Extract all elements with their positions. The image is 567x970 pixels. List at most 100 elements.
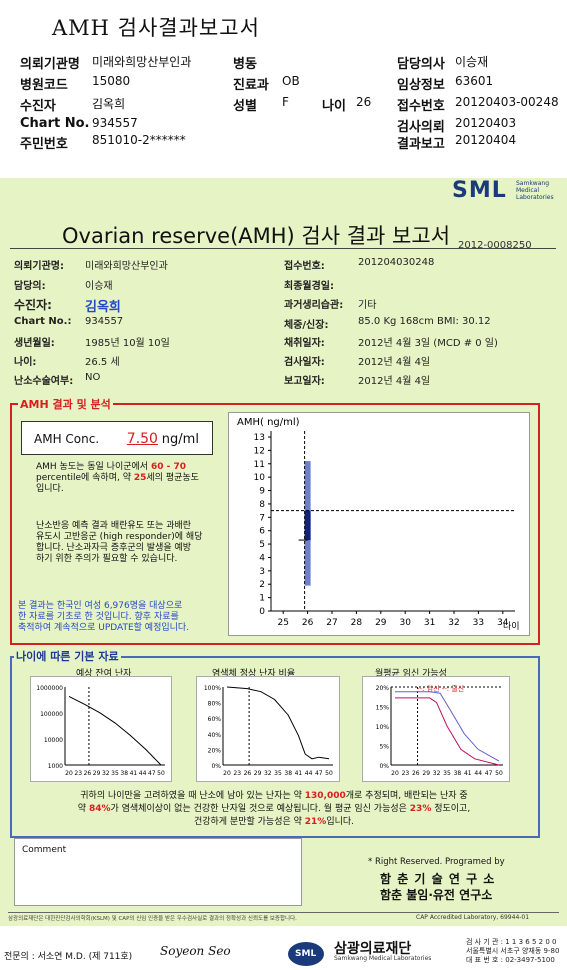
document-number: 2012-0008250 (458, 240, 532, 251)
info-key: 접수번호: (284, 261, 325, 272)
header-value: OB (282, 74, 300, 88)
x-tick-label: 23 (402, 770, 410, 777)
header-value: 20120403 (455, 116, 517, 130)
curve (395, 697, 500, 766)
delivery-rate: 21% (304, 817, 327, 827)
y-tick-label: 4 (259, 553, 265, 563)
amh-basis-text: 본 결과는 한국인 여성 6,976명을 대상으로 한 자료를 기초로 한 것입… (18, 601, 230, 634)
info-key: 생년월일: (14, 338, 55, 349)
x-tick-label: 35 (274, 770, 282, 777)
x-tick-label: 33 (473, 618, 484, 628)
y-tick-label: 80% (208, 701, 222, 708)
percentile-range: 60 - 70 (150, 462, 187, 472)
mini-chart-title: 염색체 정상 난자 비율 (212, 669, 296, 679)
specialist-signature: 전문의 : 서소연 M.D. (제 711호) (4, 952, 133, 962)
oocyte-estimate: 130,000 (304, 791, 346, 801)
mini-chart-svg: 20% 15% 10% 5% 0%20 23 26 29 32 35 38 41 44 47 50 --: 임… (376, 684, 503, 777)
amh-report-title: Ovarian reserve(AMH) 검사 결과 보고서 (62, 224, 451, 248)
x-tick-label: 50 (157, 770, 165, 777)
info-value: NO (85, 372, 101, 383)
info-key: 체중/신장: (284, 320, 329, 331)
amh-value-box (21, 421, 213, 455)
c-text: 정도이고, (434, 804, 471, 814)
x-tick-label: 23 (233, 770, 241, 777)
normal-chromosome-chart: 100% 80% 60% 40% 20% 0% 20 23 26 29 32 35 38 41 44 47 50 (196, 676, 340, 782)
p1f: 입니다. (36, 484, 64, 494)
info-value: 934557 (85, 316, 124, 327)
certification-note: 삼광의료재단은 대한진단검사의학회(KSLM) 및 CAP의 신임 인증을 받은… (8, 916, 297, 922)
c-text: 귀하의 나이만을 고려하였을 때 난소에 남아 있는 난자는 약 (80, 791, 302, 801)
x-tick-label: 32 (448, 618, 459, 628)
x-tick-label: 26 (244, 770, 252, 777)
y-tick-label: 5% (379, 744, 389, 751)
normal-rate: 84% (88, 804, 111, 814)
curve (395, 691, 500, 762)
header-value: 김옥희 (92, 97, 126, 111)
x-tick-label: 50 (325, 770, 333, 777)
sml-logo-subtitle: Samkwang Medical Laboratories (516, 180, 554, 201)
amh-section-title: AMH 결과 및 분석 (18, 396, 113, 412)
info-key: 의뢰기관명: (14, 261, 64, 272)
x-tick-label: 32 (102, 770, 110, 777)
curve (68, 695, 162, 766)
x-tick-label: 29 (422, 770, 430, 777)
c-text: 개로 추정되며, 배란되는 난자 중 (345, 791, 468, 801)
p3-line: 본 결과는 한국인 여성 6,976명을 대상으로 (18, 601, 183, 611)
x-tick-label: 38 (284, 770, 292, 777)
info-value: 2012년 4월 4일 (358, 376, 431, 387)
header-key: 접수번호 (397, 99, 445, 114)
header-key: 진료과 (233, 78, 269, 93)
amh-value: 7.50 (126, 431, 158, 447)
info-value: 미래와희망산부인과 (85, 261, 168, 272)
y-tick-label: 9 (259, 487, 265, 497)
y-tick-label: 1000000 (36, 685, 63, 692)
c-text: 약 (77, 804, 87, 814)
amh-label: AMH Conc. (34, 432, 100, 446)
c-text: 가 염색체이상이 없는 건강한 난자일 것으로 예상됩니다. 월 평균 임신 가… (110, 804, 407, 814)
x-tick-label: 29 (375, 618, 387, 628)
contact-line: 검 사 기 관 : 1 1 3 6 5 2 0 0 (466, 938, 557, 946)
institute-name: 함 춘 기 술 연 구 소 (380, 872, 496, 886)
header-value: 15080 (92, 74, 131, 88)
header-key: 나이 (322, 99, 346, 114)
institute-name-2: 함춘 불임·유전 연구소 (380, 888, 493, 902)
y-tick-label: 40% (208, 732, 222, 739)
mini-chart-svg: 100% 80% 60% 40% 20% 0%20 23 26 29 32 35 38 41 44 47 50 (204, 685, 333, 777)
p1a: AMH 농도는 동일 나이군에서 (36, 462, 149, 472)
x-tick-label: 25 (277, 618, 288, 628)
info-value: 기타 (358, 300, 377, 311)
info-key: 나이: (14, 357, 37, 368)
x-tick-label: 20 (391, 770, 399, 777)
header-key: 성별 (233, 99, 257, 114)
report-title: AMH 검사결과보고서 (52, 16, 260, 40)
y-tick-label: 3 (259, 567, 265, 577)
x-tick-label: 32 (433, 770, 441, 777)
amh-unit: ng/ml (161, 432, 199, 447)
y-tick-label: 6 (259, 527, 265, 537)
y-tick-label: 20% (208, 747, 222, 754)
x-tick-label: 26 (84, 770, 92, 777)
rights-text: * Right Reserved. Programed by (368, 857, 505, 867)
age-conclusion: 귀하의 나이만을 고려하였을 때 난소에 남아 있는 난자는 약 130,000… (24, 790, 524, 829)
age-section-title: 나이에 따른 기본 자료 (14, 648, 121, 664)
x-tick-label: 30 (399, 618, 411, 628)
y-tick-label: 60% (208, 716, 222, 723)
x-tick-label: 41 (295, 770, 303, 777)
y-tick-label: 100% (204, 685, 221, 692)
y-tick-label: 0% (379, 763, 389, 770)
curve (226, 686, 330, 760)
y-tick-label: 2 (259, 580, 265, 590)
p1c: percentile에 속하며, 약 (36, 473, 131, 483)
x-tick-label: 20 (223, 770, 231, 777)
info-value: 85.0 Kg 168cm BMI: 30.12 (358, 316, 491, 327)
x-tick-label: 34 (497, 618, 509, 628)
header-key: 병동 (233, 57, 257, 72)
c-text: 입니다. (326, 817, 355, 827)
header-key: 임상정보 (397, 78, 445, 93)
mini-chart-title: 예상 잔여 난자 (76, 669, 132, 679)
header-key: 결과보고 (397, 137, 445, 152)
foundation-logo-icon (288, 942, 324, 966)
amh-percentile-text: AMH 농도는 동일 나이군에서 60 - 70 percentile에 속하며… (36, 462, 226, 495)
p2-line: 난소반응 예측 결과 배란유도 또는 과배란 (36, 521, 192, 531)
